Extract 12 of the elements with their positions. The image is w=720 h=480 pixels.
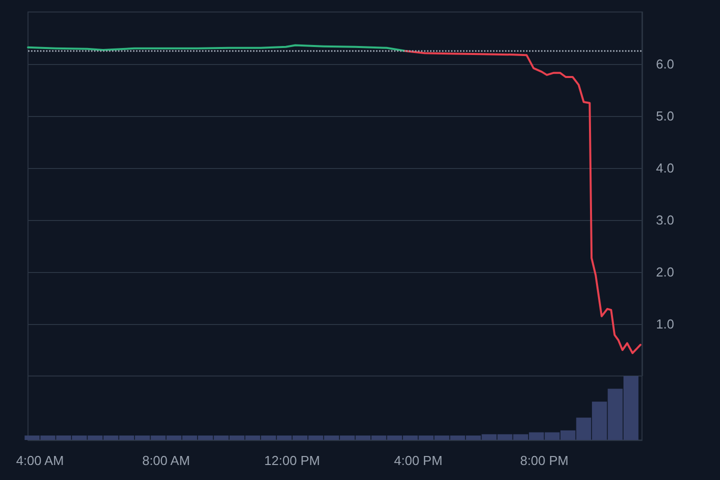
x-tick-label: 4:00 PM: [394, 453, 442, 468]
x-tick-label: 8:00 PM: [520, 453, 568, 468]
y-tick-label: 5.0: [656, 108, 674, 124]
x-tick-label: 12:00 PM: [264, 453, 320, 468]
x-tick-label: 4:00 AM: [16, 453, 64, 468]
y-tick-label: 4.0: [656, 160, 674, 176]
y-tick-label: 1.0: [656, 316, 674, 332]
y-tick-label: 2.0: [656, 264, 674, 280]
x-tick-label: 8:00 AM: [142, 453, 190, 468]
line-series: [404, 50, 642, 354]
y-tick-label: 3.0: [656, 212, 674, 228]
y-tick-label: 6.0: [656, 56, 674, 72]
